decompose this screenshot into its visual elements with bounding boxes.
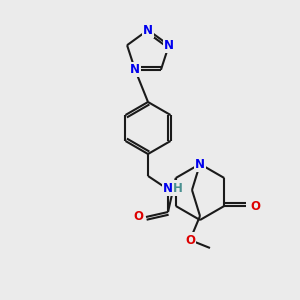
Text: N: N: [130, 63, 140, 76]
Text: O: O: [250, 200, 260, 212]
Text: H: H: [173, 182, 183, 194]
Text: N: N: [130, 63, 140, 76]
Text: O: O: [133, 211, 143, 224]
Text: N: N: [143, 23, 153, 37]
Text: O: O: [185, 233, 195, 247]
Text: N: N: [195, 158, 205, 170]
Text: N: N: [164, 39, 174, 52]
Text: N: N: [163, 182, 173, 194]
